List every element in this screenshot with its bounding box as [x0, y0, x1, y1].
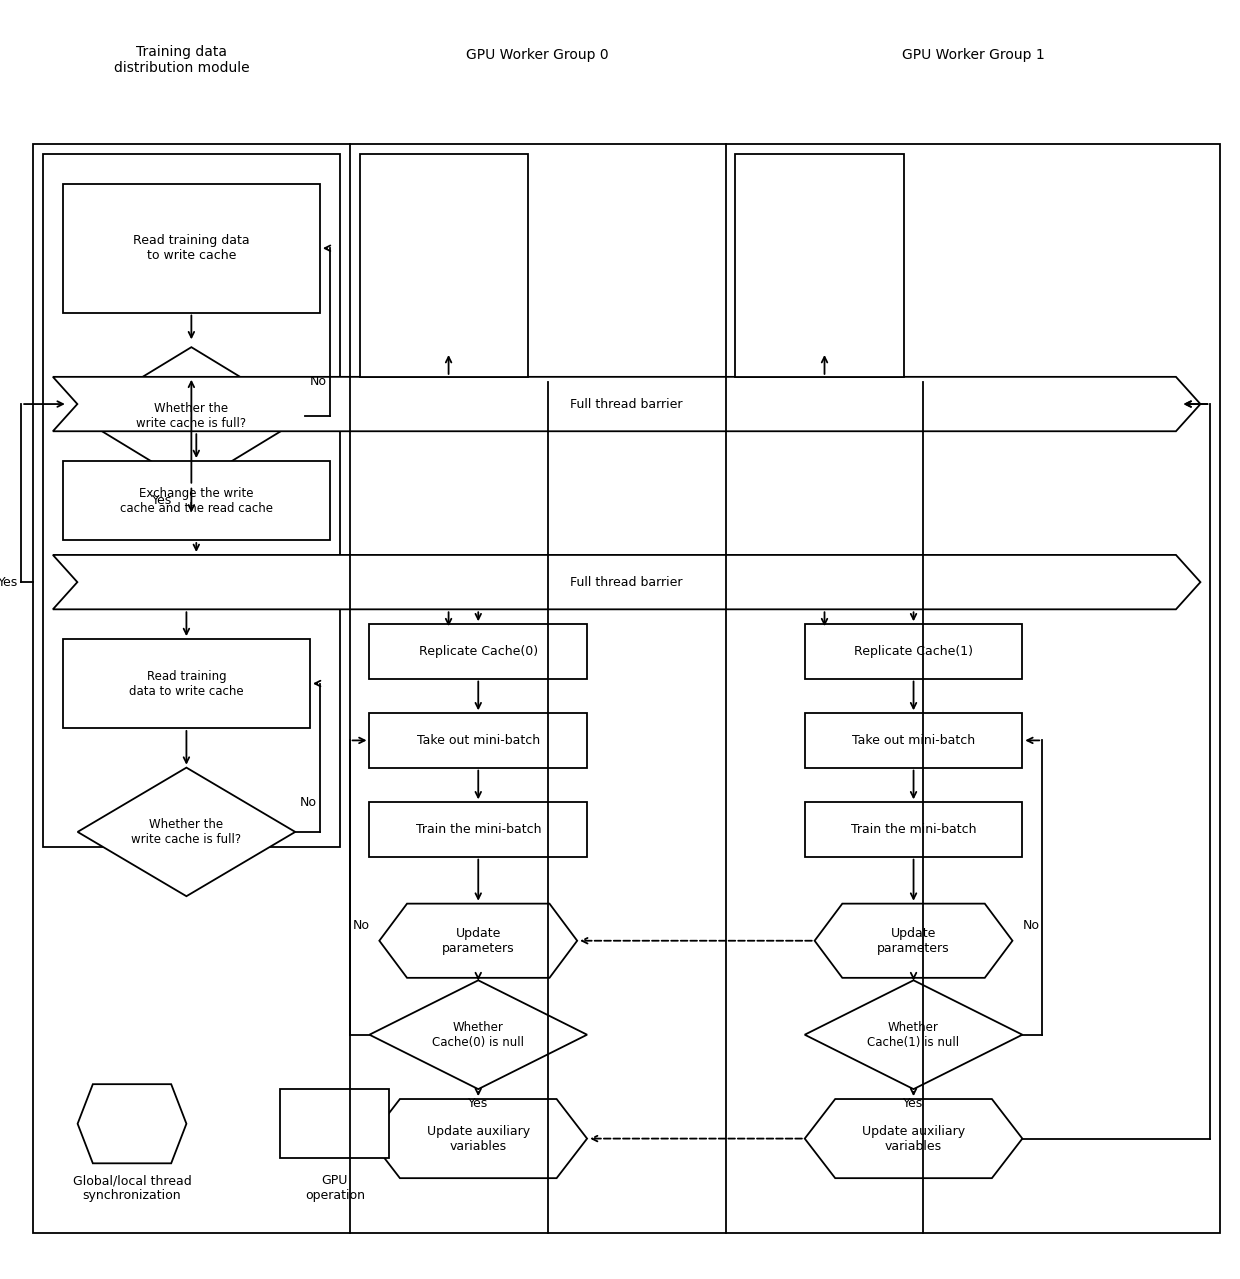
Text: Take out mini-batch: Take out mini-batch	[417, 734, 539, 747]
Text: Train the mini-batch: Train the mini-batch	[415, 822, 541, 836]
Polygon shape	[805, 980, 1022, 1090]
Polygon shape	[53, 555, 1200, 609]
FancyBboxPatch shape	[43, 155, 340, 847]
FancyBboxPatch shape	[805, 714, 1022, 767]
Text: Yes: Yes	[904, 1097, 924, 1110]
Text: Training data
distribution module: Training data distribution module	[114, 45, 249, 75]
Text: GPU Worker Group 1: GPU Worker Group 1	[901, 49, 1044, 63]
Text: GPU Worker Group 0: GPU Worker Group 0	[466, 49, 609, 63]
FancyBboxPatch shape	[63, 460, 330, 540]
Text: Replicate Cache(1): Replicate Cache(1)	[854, 645, 973, 657]
FancyBboxPatch shape	[63, 184, 320, 312]
Polygon shape	[370, 980, 587, 1090]
Text: Train the mini-batch: Train the mini-batch	[851, 822, 976, 836]
Text: Update auxiliary
variables: Update auxiliary variables	[427, 1124, 529, 1152]
FancyBboxPatch shape	[805, 624, 1022, 679]
Polygon shape	[805, 1099, 1022, 1178]
Text: Update
parameters: Update parameters	[441, 927, 515, 954]
Polygon shape	[53, 377, 1200, 431]
Text: No: No	[300, 796, 317, 808]
Polygon shape	[78, 767, 295, 897]
FancyBboxPatch shape	[370, 624, 587, 679]
Text: Full thread barrier: Full thread barrier	[570, 398, 683, 411]
FancyBboxPatch shape	[805, 802, 1022, 857]
Text: Whether
Cache(0) is null: Whether Cache(0) is null	[433, 1021, 525, 1049]
FancyBboxPatch shape	[735, 155, 904, 377]
Polygon shape	[379, 904, 577, 978]
Text: Yes: Yes	[469, 1097, 489, 1110]
FancyBboxPatch shape	[370, 802, 587, 857]
Text: GPU
operation: GPU operation	[305, 1174, 365, 1202]
Text: Yes: Yes	[0, 576, 19, 588]
Text: Global/local thread
synchronization: Global/local thread synchronization	[73, 1174, 191, 1202]
Text: Update
parameters: Update parameters	[877, 927, 950, 954]
Text: Read training
data to write cache: Read training data to write cache	[129, 669, 244, 697]
FancyBboxPatch shape	[63, 640, 310, 728]
Polygon shape	[370, 1099, 587, 1178]
Text: No: No	[1022, 920, 1039, 932]
Text: Replicate Cache(0): Replicate Cache(0)	[419, 645, 538, 657]
Text: Read training data
to write cache: Read training data to write cache	[133, 234, 249, 262]
FancyBboxPatch shape	[360, 155, 528, 377]
Text: Whether
Cache(1) is null: Whether Cache(1) is null	[868, 1021, 960, 1049]
Text: Whether the
write cache is full?: Whether the write cache is full?	[136, 403, 247, 431]
Polygon shape	[78, 347, 305, 486]
Text: Yes: Yes	[151, 494, 172, 506]
Text: No: No	[310, 375, 327, 389]
Polygon shape	[815, 904, 1013, 978]
Polygon shape	[78, 1085, 186, 1164]
FancyBboxPatch shape	[280, 1090, 389, 1159]
Text: Take out mini-batch: Take out mini-batch	[852, 734, 975, 747]
FancyBboxPatch shape	[33, 145, 1220, 1233]
Text: Full thread barrier: Full thread barrier	[570, 576, 683, 588]
Text: Exchange the write
cache and the read cache: Exchange the write cache and the read ca…	[120, 486, 273, 514]
Text: No: No	[352, 920, 370, 932]
FancyBboxPatch shape	[370, 714, 587, 767]
Text: Update auxiliary
variables: Update auxiliary variables	[862, 1124, 965, 1152]
Text: Whether the
write cache is full?: Whether the write cache is full?	[131, 817, 242, 845]
